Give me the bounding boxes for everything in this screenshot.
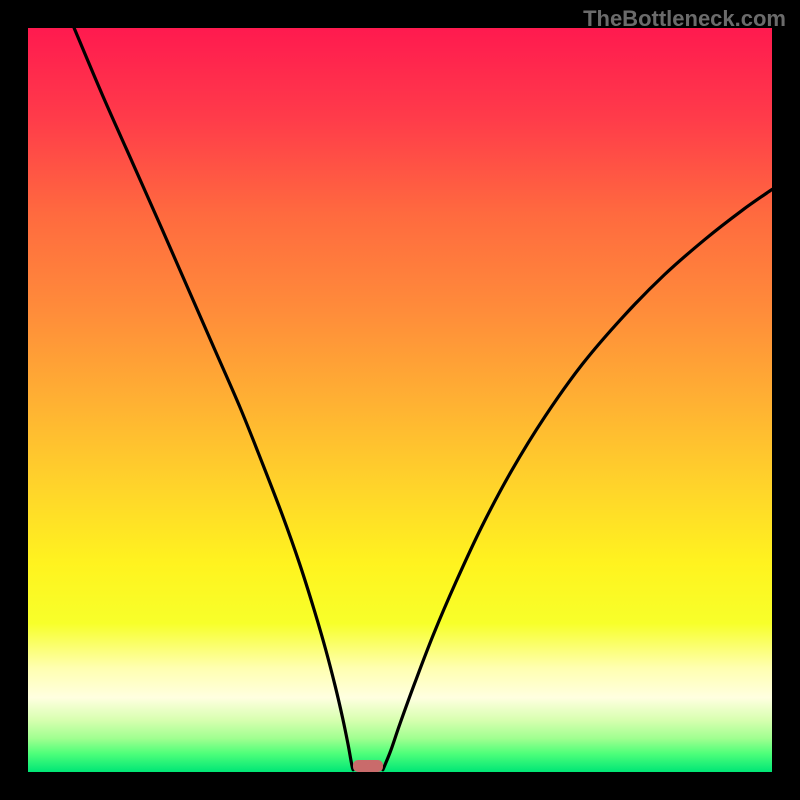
watermark-text: TheBottleneck.com <box>583 6 786 32</box>
curve-right <box>383 189 772 769</box>
bottleneck-curves <box>28 28 772 772</box>
minimum-marker <box>353 760 383 772</box>
plot-area <box>28 28 772 772</box>
curve-left <box>74 28 353 770</box>
